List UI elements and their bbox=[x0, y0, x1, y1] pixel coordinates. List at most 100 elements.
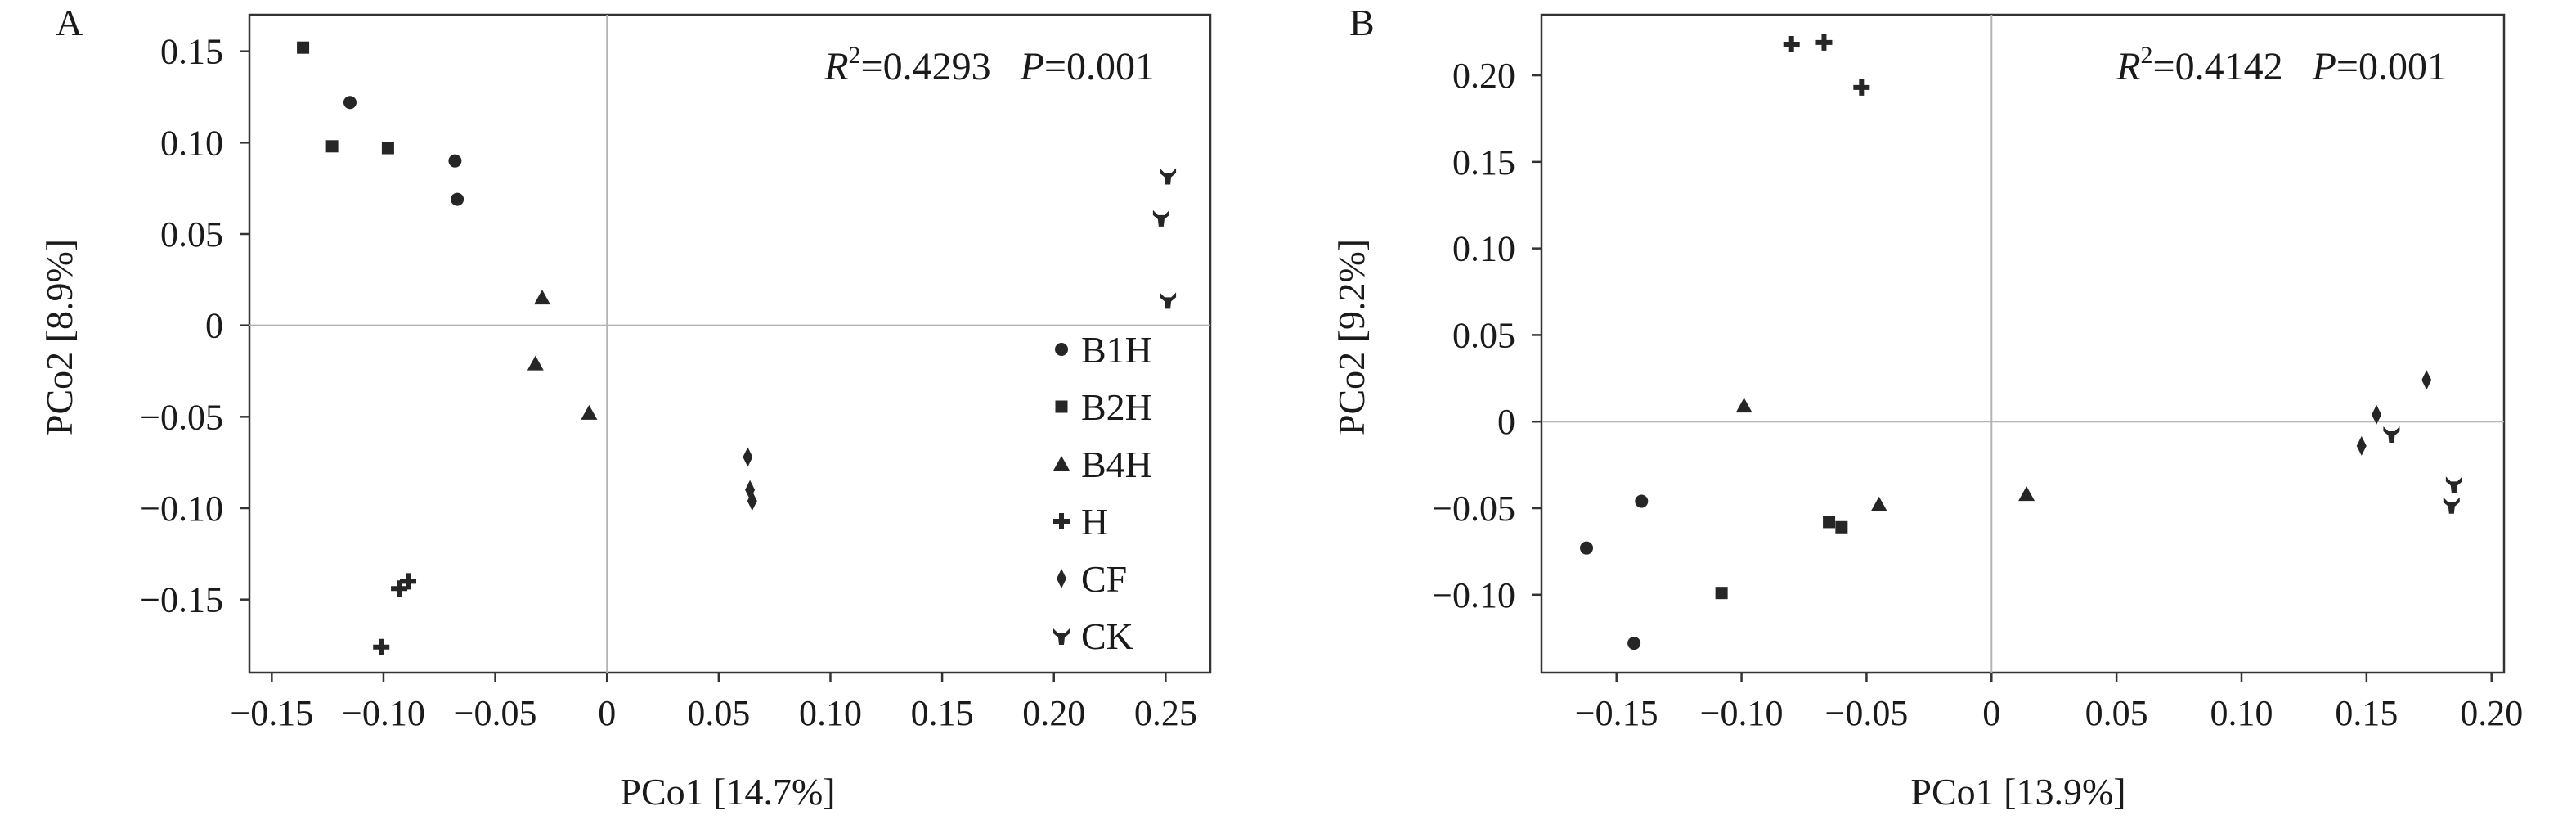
panel-b-frame bbox=[1540, 13, 2506, 674]
x-tick-label: 0 bbox=[1982, 693, 2000, 733]
point-b4h bbox=[1735, 398, 1752, 413]
panel-a-x-axis-label: PCo1 [14.7%] bbox=[620, 771, 835, 813]
triangle-icon bbox=[1053, 456, 1070, 471]
point-ck bbox=[2445, 476, 2462, 493]
point-b2h bbox=[1835, 520, 1848, 534]
x-tick-label: 0.20 bbox=[1022, 693, 1085, 733]
panel-a-y-axis-label: PCo2 [8.9%] bbox=[38, 239, 80, 435]
panel-a: A −0.15 −0.10 −0.05 0 0.05 0.10 0.15 0.20 0.25 0… bbox=[38, 2, 1212, 813]
x-tick-label: 0.10 bbox=[2210, 693, 2273, 733]
panel-a-r2-value: =0.4293 bbox=[861, 45, 991, 88]
x-tick-label: −0.10 bbox=[342, 693, 425, 733]
r-squared-symbol: R bbox=[2116, 45, 2140, 88]
panel-b: B −0.15 −0.10 −0.05 0 0.05 0.10 0.15 0.20 0.20 0… bbox=[1331, 2, 2523, 813]
r-squared-superscript: 2 bbox=[2141, 42, 2153, 69]
p-symbol: P bbox=[2312, 45, 2336, 88]
point-b4h bbox=[1870, 496, 1887, 511]
point-ck bbox=[2443, 497, 2460, 514]
y-tick-label: 0.20 bbox=[1452, 56, 1515, 96]
plot-area-border bbox=[248, 13, 1212, 674]
panel-a-y-ticks: 0.15 0.10 0.05 0 −0.05 −0.10 −0.15 bbox=[140, 32, 249, 620]
point-b1h bbox=[1635, 494, 1649, 508]
panel-b-r2-value: =0.4142 bbox=[2153, 45, 2283, 88]
trefoil-icon bbox=[1053, 628, 1070, 645]
point-cf bbox=[743, 447, 753, 467]
cross-icon bbox=[1053, 513, 1070, 529]
y-tick-label: −0.05 bbox=[140, 397, 223, 437]
panel-a-points bbox=[297, 41, 1177, 655]
panel-a-label: A bbox=[56, 2, 83, 43]
point-b1h bbox=[343, 96, 357, 110]
legend-label: H bbox=[1081, 501, 1108, 543]
point-ck bbox=[2383, 426, 2400, 444]
panel-a-zero-lines bbox=[249, 15, 1210, 673]
y-tick-label: 0 bbox=[205, 306, 223, 346]
x-tick-label: 0.05 bbox=[687, 693, 750, 733]
legend-label: B1H bbox=[1081, 329, 1152, 371]
panel-b-x-ticks: −0.15 −0.10 −0.05 0 0.05 0.10 0.15 0.20 bbox=[1575, 673, 2523, 733]
y-tick-label: −0.10 bbox=[140, 489, 223, 529]
x-tick-label: 0.20 bbox=[2460, 693, 2523, 733]
legend-item-b2h: B2H bbox=[1055, 386, 1152, 428]
square-icon bbox=[1055, 400, 1068, 413]
panel-b-points bbox=[1580, 34, 2462, 651]
point-b1h bbox=[448, 154, 462, 168]
x-tick-label: 0.25 bbox=[1134, 693, 1197, 733]
y-tick-label: −0.10 bbox=[1432, 575, 1515, 615]
x-tick-label: −0.05 bbox=[454, 693, 537, 733]
p-symbol: P bbox=[1020, 45, 1044, 88]
panel-a-x-ticks: −0.15 −0.10 −0.05 0 0.05 0.10 0.15 0.20 0.25 bbox=[230, 673, 1197, 733]
legend-item-ck: CK bbox=[1053, 615, 1133, 657]
panel-b-stats: R2=0.4142 P=0.001 bbox=[2116, 42, 2447, 88]
x-tick-label: −0.05 bbox=[1825, 693, 1909, 733]
point-b2h bbox=[381, 142, 394, 155]
point-ck bbox=[1152, 209, 1169, 227]
x-tick-label: 0.10 bbox=[799, 693, 862, 733]
panel-b-y-ticks: 0.20 0.15 0.10 0.05 0 −0.05 −0.10 bbox=[1432, 56, 1542, 615]
diamond-icon bbox=[1057, 569, 1066, 588]
point-b1h bbox=[1580, 541, 1594, 555]
legend-item-b4h: B4H bbox=[1053, 444, 1152, 485]
panel-a-stats: R2=0.4293 P=0.001 bbox=[824, 42, 1155, 88]
y-tick-label: −0.05 bbox=[1432, 489, 1515, 529]
y-tick-label: 0.05 bbox=[160, 214, 223, 254]
y-tick-label: 0.10 bbox=[1452, 229, 1515, 269]
x-tick-label: 0 bbox=[598, 693, 616, 733]
point-b2h bbox=[1715, 587, 1728, 600]
point-cf bbox=[2356, 435, 2367, 456]
legend-item-b1h: B1H bbox=[1055, 329, 1152, 371]
point-cf bbox=[2421, 370, 2432, 390]
point-b2h bbox=[297, 41, 310, 54]
plot-area-border bbox=[1540, 13, 2506, 674]
x-tick-label: −0.15 bbox=[1575, 693, 1658, 733]
panel-b-zero-lines bbox=[1542, 15, 2504, 673]
legend-item-cf: CF bbox=[1057, 558, 1127, 600]
point-b4h bbox=[527, 355, 544, 371]
circle-icon bbox=[1055, 343, 1068, 356]
legend-label: B4H bbox=[1081, 444, 1152, 485]
point-h bbox=[1853, 79, 1870, 96]
point-b2h bbox=[325, 140, 339, 153]
panel-b-y-axis-label: PCo2 [9.2%] bbox=[1331, 239, 1372, 435]
point-b1h bbox=[451, 192, 464, 206]
point-b4h bbox=[581, 404, 598, 420]
x-tick-label: 0.15 bbox=[911, 693, 974, 733]
point-b4h bbox=[2018, 486, 2035, 502]
point-b4h bbox=[533, 290, 550, 305]
x-tick-label: −0.15 bbox=[230, 693, 313, 733]
y-tick-label: 0.15 bbox=[1452, 142, 1515, 182]
point-ck bbox=[1160, 168, 1177, 185]
x-tick-label: 0.05 bbox=[2085, 693, 2148, 733]
point-b2h bbox=[1823, 516, 1836, 529]
point-h bbox=[373, 638, 390, 655]
legend-item-h: H bbox=[1053, 501, 1108, 543]
panel-a-p-value: =0.001 bbox=[1044, 45, 1155, 88]
panel-b-label: B bbox=[1349, 2, 1375, 43]
legend-label: CF bbox=[1081, 558, 1127, 600]
y-tick-label: 0.05 bbox=[1452, 315, 1515, 355]
legend-label: B2H bbox=[1081, 386, 1152, 428]
x-tick-label: −0.10 bbox=[1700, 693, 1784, 733]
panel-a-frame bbox=[248, 13, 1212, 674]
r-squared-symbol: R bbox=[824, 45, 848, 88]
